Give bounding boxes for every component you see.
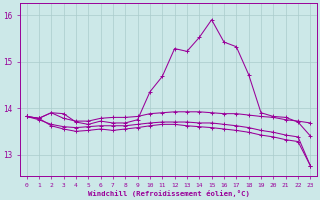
X-axis label: Windchill (Refroidissement éolien,°C): Windchill (Refroidissement éolien,°C): [87, 190, 249, 197]
